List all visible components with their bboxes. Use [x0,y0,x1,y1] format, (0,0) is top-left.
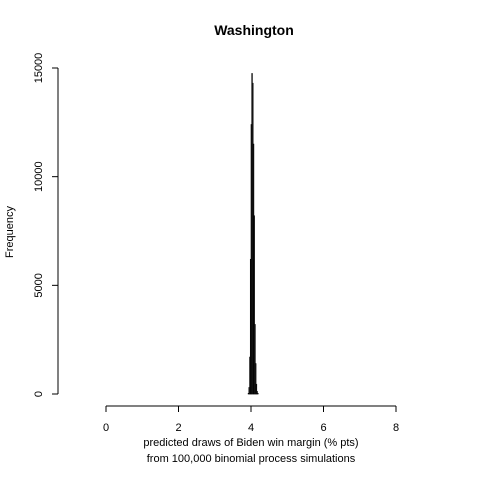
y-tick-label-2: 10000 [33,161,45,192]
x-tick-label-1: 2 [175,422,181,434]
histogram-bars [248,73,258,394]
x-tick-label-4: 8 [393,422,399,434]
x-axis-ticks: 0 2 4 6 8 [103,406,399,434]
x-axis-label-line2: from 100,000 binomial process simulation… [147,453,356,465]
y-axis-label: Frequency [4,206,16,258]
histogram-bar-13 [258,393,259,394]
y-tick-label-3: 15000 [33,53,45,84]
x-tick-label-0: 0 [103,422,109,434]
chart-title: Washington [214,22,294,38]
y-axis-ticks: 0 5000 10000 15000 [33,53,58,397]
y-tick-label-0: 0 [33,391,45,397]
x-axis-label: predicted draws of Biden win margin (% p… [143,437,358,449]
y-tick-label-1: 5000 [33,273,45,297]
x-tick-label-3: 6 [320,422,326,434]
x-tick-label-2: 4 [248,422,254,434]
